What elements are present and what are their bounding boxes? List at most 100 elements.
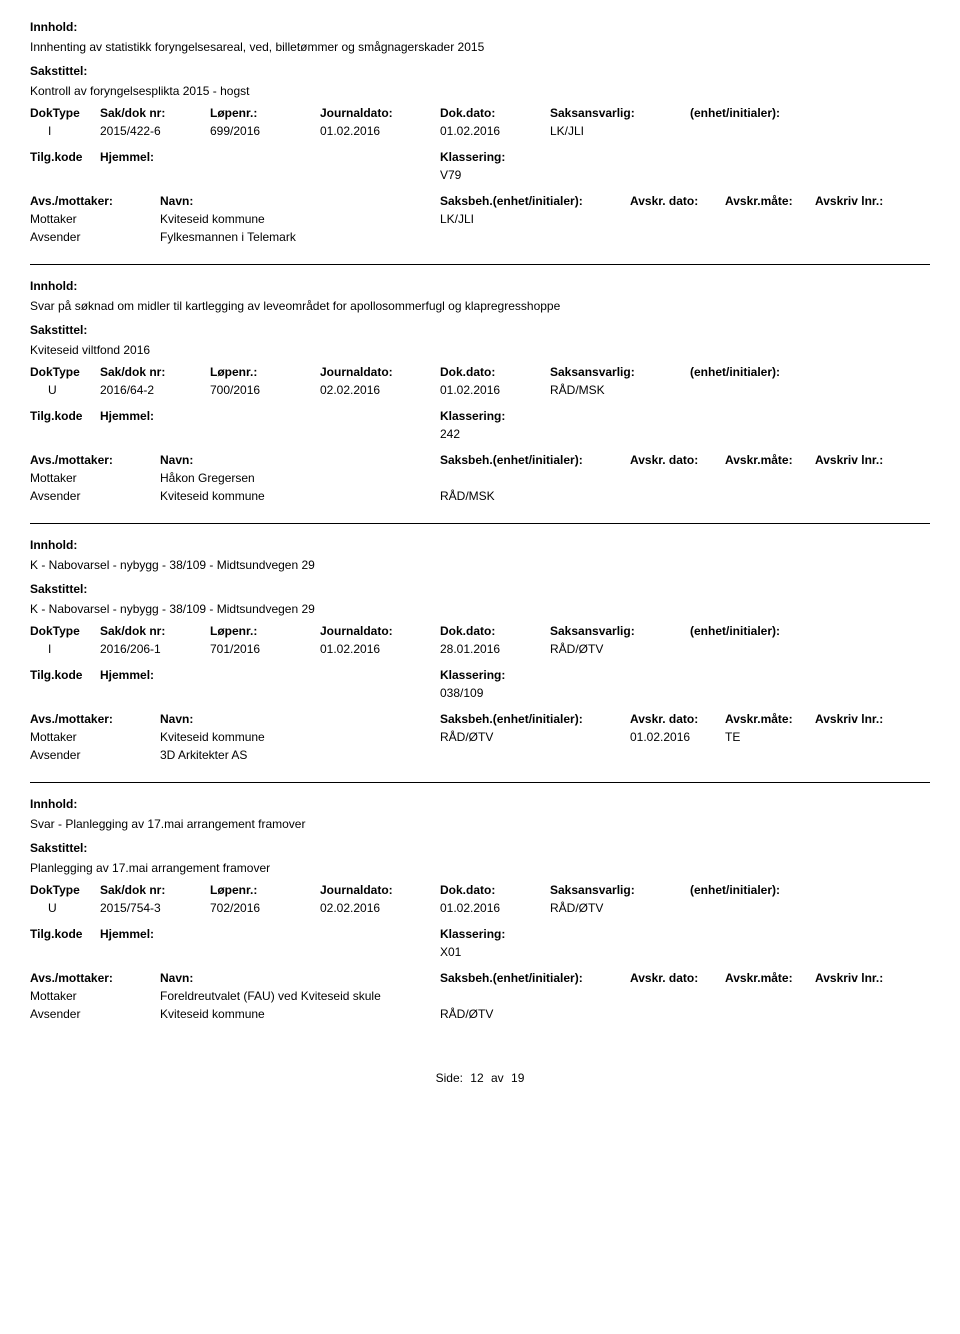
avskr-mate-header: Avskr.måte: — [725, 453, 815, 467]
klass-header-row: Tilg.kode Hjemmel: Klassering: — [30, 409, 930, 423]
meta-header-row: DokType Sak/dok nr: Løpenr.: Journaldato… — [30, 624, 930, 638]
enhet-header: (enhet/initialer): — [690, 365, 830, 379]
footer-page: 12 — [470, 1071, 483, 1085]
case-title: Kviteseid viltfond 2016 — [30, 343, 930, 357]
avskr-mate-header: Avskr.måte: — [725, 712, 815, 726]
footer-total: 19 — [511, 1071, 524, 1085]
lopenr-header: Løpenr.: — [210, 883, 320, 897]
navn-header: Navn: — [160, 453, 440, 467]
party-role: Mottaker — [30, 730, 160, 744]
meta-header-row: DokType Sak/dok nr: Løpenr.: Journaldato… — [30, 365, 930, 379]
party-row: Avsender Kviteseid kommune RÅD/ØTV — [30, 1007, 930, 1021]
hjemmel-header: Hjemmel: — [100, 409, 440, 423]
avskr-mate-header: Avskr.måte: — [725, 194, 815, 208]
avskriv-lnr-header: Avskriv lnr.: — [815, 194, 905, 208]
saksbeh-header: Saksbeh.(enhet/initialer): — [440, 712, 630, 726]
saksansvarlig-header: Saksansvarlig: — [550, 106, 690, 120]
hjemmel-header: Hjemmel: — [100, 150, 440, 164]
hjemmel-header: Hjemmel: — [100, 668, 440, 682]
party-saksbeh: RÅD/MSK — [440, 489, 630, 503]
party-name: Kviteseid kommune — [160, 1007, 440, 1021]
doktype-value: U — [30, 383, 100, 397]
parties-header-row: Avs./mottaker: Navn: Saksbeh.(enhet/init… — [30, 712, 930, 726]
dokdato-value: 28.01.2016 — [440, 642, 550, 656]
content-text: Svar på søknad om midler til kartlegging… — [30, 299, 930, 313]
meta-value-row: U 2016/64-2 700/2016 02.02.2016 01.02.20… — [30, 383, 930, 397]
party-row: Avsender Kviteseid kommune RÅD/MSK — [30, 489, 930, 503]
journaldato-value: 02.02.2016 — [320, 383, 440, 397]
saksansvarlig-value: RÅD/ØTV — [550, 901, 690, 915]
dokdato-header: Dok.dato: — [440, 883, 550, 897]
saksbeh-header: Saksbeh.(enhet/initialer): — [440, 194, 630, 208]
content-text: Svar - Planlegging av 17.mai arrangement… — [30, 817, 930, 831]
lopenr-value: 702/2016 — [210, 901, 320, 915]
saksbeh-header: Saksbeh.(enhet/initialer): — [440, 971, 630, 985]
party-role: Mottaker — [30, 212, 160, 226]
sakdok-header: Sak/dok nr: — [100, 883, 210, 897]
klass-value-row: 038/109 — [30, 686, 930, 700]
tilgkode-header: Tilg.kode — [30, 150, 100, 164]
navn-header: Navn: — [160, 971, 440, 985]
saksansvarlig-header: Saksansvarlig: — [550, 883, 690, 897]
avskriv-lnr-header: Avskriv lnr.: — [815, 971, 905, 985]
lopenr-header: Løpenr.: — [210, 365, 320, 379]
lopenr-header: Løpenr.: — [210, 106, 320, 120]
sakdok-value: 2016/64-2 — [100, 383, 210, 397]
party-saksbeh: LK/JLI — [440, 212, 630, 226]
klass-header-row: Tilg.kode Hjemmel: Klassering: — [30, 927, 930, 941]
sakstittel-label: Sakstittel: — [30, 841, 930, 855]
sakdok-header: Sak/dok nr: — [100, 365, 210, 379]
hjemmel-header: Hjemmel: — [100, 927, 440, 941]
case-title: Kontroll av foryngelsesplikta 2015 - hog… — [30, 84, 930, 98]
klass-header-row: Tilg.kode Hjemmel: Klassering: — [30, 668, 930, 682]
party-avskr-mate — [725, 212, 815, 226]
party-saksbeh — [440, 471, 630, 485]
sakstittel-label: Sakstittel: — [30, 582, 930, 596]
party-row: Mottaker Håkon Gregersen — [30, 471, 930, 485]
sakdok-value: 2016/206-1 — [100, 642, 210, 656]
party-avskr-dato — [630, 212, 725, 226]
dokdato-header: Dok.dato: — [440, 624, 550, 638]
sakstittel-label: Sakstittel: — [30, 323, 930, 337]
sakdok-value: 2015/422-6 — [100, 124, 210, 138]
party-name: 3D Arkitekter AS — [160, 748, 440, 762]
journal-entry: Innhold: Svar på søknad om midler til ka… — [30, 279, 930, 524]
navn-header: Navn: — [160, 194, 440, 208]
avskr-mate-header: Avskr.måte: — [725, 971, 815, 985]
journaldato-header: Journaldato: — [320, 624, 440, 638]
party-saksbeh — [440, 230, 630, 244]
klassering-header: Klassering: — [440, 927, 560, 941]
party-role: Avsender — [30, 748, 160, 762]
enhet-header: (enhet/initialer): — [690, 106, 830, 120]
klassering-header: Klassering: — [440, 150, 560, 164]
doktype-header: DokType — [30, 365, 100, 379]
innhold-label: Innhold: — [30, 20, 930, 34]
lopenr-header: Løpenr.: — [210, 624, 320, 638]
case-title: K - Nabovarsel - nybygg - 38/109 - Midts… — [30, 602, 930, 616]
journaldato-header: Journaldato: — [320, 365, 440, 379]
party-role: Avsender — [30, 230, 160, 244]
meta-value-row: I 2016/206-1 701/2016 01.02.2016 28.01.2… — [30, 642, 930, 656]
footer-sep: av — [491, 1071, 504, 1085]
party-row: Mottaker Foreldreutvalet (FAU) ved Kvite… — [30, 989, 930, 1003]
party-role: Mottaker — [30, 471, 160, 485]
innhold-label: Innhold: — [30, 797, 930, 811]
klass-value-row: V79 — [30, 168, 930, 182]
party-avskr-mate: TE — [725, 730, 815, 744]
klassering-value: X01 — [440, 945, 740, 959]
sakdok-header: Sak/dok nr: — [100, 106, 210, 120]
klassering-value: 038/109 — [440, 686, 740, 700]
journaldato-header: Journaldato: — [320, 106, 440, 120]
dokdato-header: Dok.dato: — [440, 106, 550, 120]
doktype-value: I — [30, 124, 100, 138]
party-saksbeh: RÅD/ØTV — [440, 730, 630, 744]
party-saksbeh — [440, 748, 630, 762]
saksansvarlig-value: LK/JLI — [550, 124, 690, 138]
party-saksbeh: RÅD/ØTV — [440, 1007, 630, 1021]
klassering-header: Klassering: — [440, 668, 560, 682]
avskriv-lnr-header: Avskriv lnr.: — [815, 712, 905, 726]
meta-value-row: I 2015/422-6 699/2016 01.02.2016 01.02.2… — [30, 124, 930, 138]
avskr-dato-header: Avskr. dato: — [630, 971, 725, 985]
tilgkode-header: Tilg.kode — [30, 927, 100, 941]
avskr-dato-header: Avskr. dato: — [630, 453, 725, 467]
